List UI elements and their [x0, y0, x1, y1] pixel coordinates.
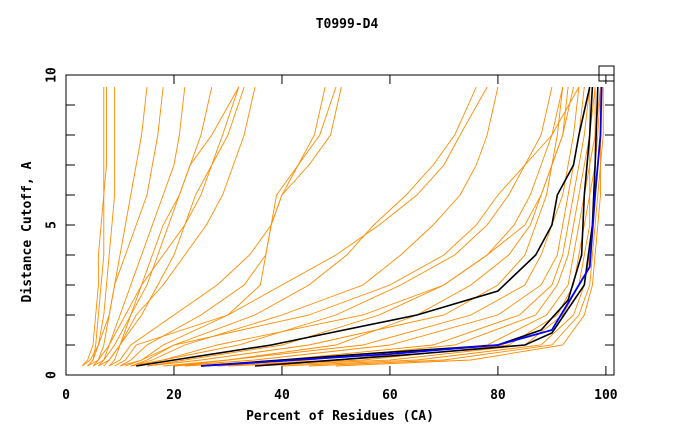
curves-layer: [81, 86, 604, 367]
model-curve: [114, 86, 337, 367]
model-curve: [81, 87, 105, 367]
x-tick-label: 0: [62, 388, 70, 403]
chart-title: T0999-D4: [316, 17, 379, 32]
plot-frame: [65, 74, 615, 376]
model-curve: [119, 86, 488, 367]
model-curve: [81, 87, 116, 367]
model-curve: [92, 86, 213, 367]
model-curve: [217, 86, 596, 367]
model-curve: [281, 86, 601, 367]
highlight-curve: [136, 86, 591, 367]
model-curve: [125, 86, 580, 367]
highlight-curve: [200, 86, 594, 367]
model-curve: [146, 86, 564, 367]
model-curve: [108, 86, 240, 367]
y-tick-label: 5: [45, 221, 60, 229]
x-tick-label: 20: [166, 388, 182, 403]
highlight-curve: [254, 86, 599, 367]
model-curve: [98, 86, 256, 367]
model-curve: [200, 87, 591, 367]
model-curve: [130, 86, 553, 367]
model-curve: [146, 86, 564, 367]
model-curve: [98, 86, 186, 367]
y-tick-label: 0: [45, 371, 60, 379]
model-curve: [136, 86, 574, 367]
model-curve: [87, 87, 107, 367]
x-tick-label: 60: [382, 388, 398, 403]
model-curve: [87, 86, 245, 367]
model-curve: [92, 86, 148, 367]
model-curve: [130, 86, 477, 367]
model-curve: [163, 86, 580, 367]
reference-curve: [200, 86, 603, 367]
legend-key-box: [598, 65, 615, 82]
model-curve: [103, 86, 240, 367]
x-tick-label: 80: [490, 388, 506, 403]
model-curve: [87, 86, 164, 367]
y-axis-label: Distance Cutoff, A: [20, 161, 35, 302]
model-curve: [227, 87, 596, 367]
model-curve: [108, 86, 326, 367]
axis-ticks: 0 20 40 60 80 100 0 5 10: [45, 67, 618, 403]
model-curve: [173, 86, 569, 367]
model-curve: [335, 87, 604, 367]
model-curve: [130, 86, 499, 367]
y-tick-label: 10: [45, 67, 60, 83]
model-curve: [308, 87, 601, 367]
x-tick-label: 100: [594, 388, 618, 403]
model-curve: [184, 86, 591, 367]
x-tick-label: 40: [274, 388, 290, 403]
x-axis-label: Percent of Residues (CA): [246, 409, 434, 424]
